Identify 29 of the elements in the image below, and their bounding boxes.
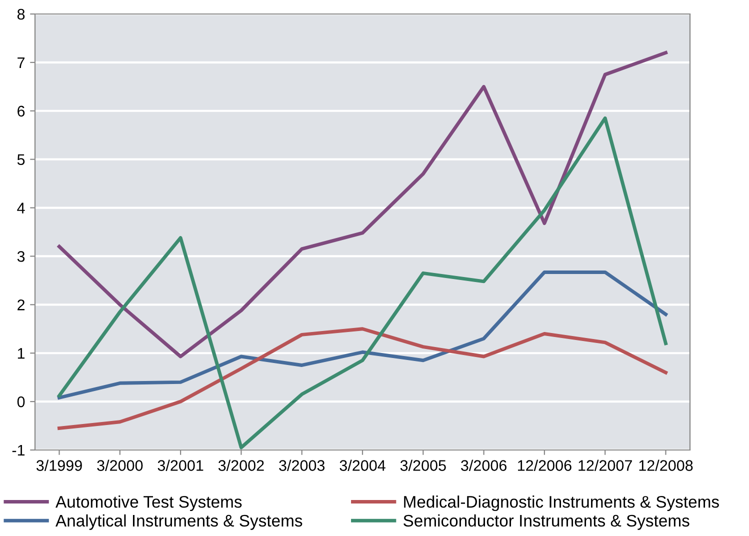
x-tick-label: 12/2006 [518, 460, 572, 471]
x-tick-label: 12/2007 [578, 460, 632, 471]
y-tick-label: 2 [18, 300, 25, 310]
line-series [58, 327, 668, 430]
x-tick-label: 3/2004 [340, 460, 386, 471]
x-tick-label: 3/2003 [279, 460, 325, 471]
line-series [58, 270, 668, 400]
x-tick-label: 3/2006 [461, 460, 506, 471]
y-tick-label: 8 [17, 8, 25, 20]
x-tick-label: 3/2000 [97, 460, 143, 471]
y-tick-label: 3 [17, 251, 25, 262]
y-tick-label: 7 [18, 57, 25, 68]
y-tick-label: -1 [12, 445, 25, 456]
legend-label: Semiconductor Instruments & Systems [404, 514, 690, 530]
x-tick-label: 3/2005 [400, 460, 446, 471]
y-tick-label: 1 [18, 348, 25, 359]
y-tick-label: 5 [17, 154, 25, 166]
y-tick-label: 6 [18, 106, 25, 117]
line-series [58, 51, 668, 358]
legend-label: Automotive Test Systems [56, 496, 242, 512]
y-tick-label: 0 [17, 396, 25, 408]
x-tick-label: 12/2008 [639, 460, 693, 471]
legend-label: Analytical Instruments & Systems [56, 514, 302, 530]
x-tick-label: 3/1999 [36, 460, 82, 471]
x-tick-label: 3/2002 [218, 460, 264, 471]
x-tick-label: 3/2001 [158, 460, 204, 471]
legend-label: Medical-Diagnostic Instruments & Systems [404, 496, 719, 512]
line-series [58, 116, 668, 450]
y-tick-label: 4 [17, 202, 25, 214]
